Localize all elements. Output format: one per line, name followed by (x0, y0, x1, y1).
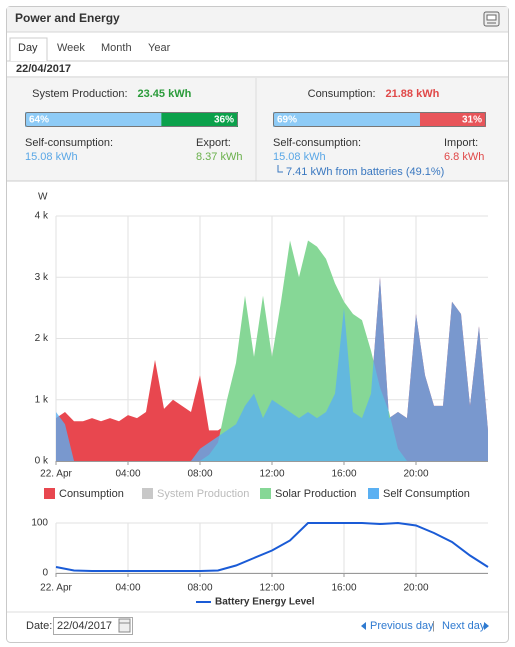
y-tick-label: 1 k (35, 394, 49, 405)
x-tick-label: 12:00 (259, 583, 284, 594)
x-tick-label: 08:00 (187, 469, 212, 480)
calendar-button[interactable] (118, 618, 131, 633)
summary-right-label: Import: (444, 137, 478, 149)
legend-swatch[interactable] (142, 488, 153, 499)
summary-total: 21.88 kWh (386, 88, 440, 100)
date-heading: 22/04/2017 (16, 63, 71, 75)
previous-day-link[interactable]: Previous day (370, 620, 434, 632)
legend-label[interactable]: Battery Energy Level (215, 597, 315, 608)
date-input-value[interactable]: 22/04/2017 (57, 620, 112, 632)
next-day-link[interactable]: Next day (442, 620, 486, 632)
x-tick-label: 16:00 (331, 583, 356, 594)
legend-swatch[interactable] (368, 488, 379, 499)
share-bar-segment (419, 112, 486, 127)
x-tick-label: 22. Apr (40, 583, 72, 594)
share-bar-frame (25, 112, 238, 127)
x-tick-label: 04:00 (115, 469, 140, 480)
y-axis-label: W (38, 192, 48, 203)
legend-swatch[interactable] (260, 488, 271, 499)
x-tick-label: 08:00 (187, 583, 212, 594)
area-series (56, 277, 488, 461)
tab[interactable]: Year (148, 42, 171, 54)
summary-left-label: Self-consumption: (273, 137, 361, 149)
summary-right-label: Export: (196, 137, 231, 149)
share-bar-label: 36% (214, 115, 234, 126)
summary-label: System Production: (32, 88, 127, 100)
x-tick-label: 20:00 (403, 469, 428, 480)
footer-date-label: Date: (26, 620, 52, 632)
share-bar-frame (273, 112, 486, 127)
summary-left-value: 15.08 kWh (273, 151, 326, 163)
y-tick-label: 0 (42, 568, 48, 579)
x-tick-label: 16:00 (331, 469, 356, 480)
x-tick-label: 20:00 (403, 583, 428, 594)
previous-arrow[interactable] (361, 622, 366, 630)
print-icon[interactable] (483, 11, 500, 27)
tab[interactable]: Day (18, 42, 38, 54)
link-separator: | (432, 620, 435, 632)
legend-label[interactable]: Consumption (59, 488, 124, 500)
share-bar-label: 64% (29, 115, 49, 126)
legend-swatch[interactable] (44, 488, 55, 499)
summary-left-label: Self-consumption: (25, 137, 113, 149)
legend-label[interactable]: Solar Production (275, 488, 356, 500)
x-tick-label: 22. Apr (40, 469, 72, 480)
y-tick-label: 0 k (35, 456, 49, 467)
y-tick-label: 4 k (35, 211, 49, 222)
icon-paper[interactable] (486, 14, 497, 21)
tab[interactable]: Week (57, 42, 85, 54)
date-input[interactable] (53, 617, 133, 635)
note-connector (277, 165, 283, 173)
x-tick-label: 04:00 (115, 583, 140, 594)
x-tick-label: 12:00 (259, 469, 284, 480)
summary-note: 7.41 kWh from batteries (49.1%) (286, 166, 444, 178)
share-bar-label: 31% (462, 115, 482, 126)
summary-right-value: 8.37 kWh (196, 151, 242, 163)
header-bar (7, 7, 508, 32)
active-tab[interactable] (9, 37, 48, 61)
summary-right-value: 6.8 kWh (444, 151, 484, 163)
share-bar-segment (161, 112, 238, 127)
tabs: Day Week Month Year (9, 37, 171, 61)
calendar-icon[interactable] (118, 618, 131, 633)
line-series (55, 521, 489, 572)
y-tick-label: 100 (31, 518, 48, 529)
summary-left-value: 15.08 kWh (25, 151, 78, 163)
share-bar-label: 69% (277, 115, 297, 126)
summary-label: Consumption: (308, 88, 376, 100)
y-tick-label: 2 k (35, 333, 49, 344)
header-title: Power and Energy (15, 11, 120, 25)
next-arrow[interactable] (484, 622, 489, 630)
legend-label[interactable]: Self Consumption (383, 488, 470, 500)
tab[interactable]: Month (101, 42, 132, 54)
share-bar-segment (273, 112, 420, 127)
summary-panel (7, 78, 508, 181)
legend-label[interactable]: System Production (157, 488, 249, 500)
share-bar-segment (25, 112, 162, 127)
summary-total: 23.45 kWh (138, 88, 192, 100)
y-tick-label: 3 k (35, 272, 49, 283)
